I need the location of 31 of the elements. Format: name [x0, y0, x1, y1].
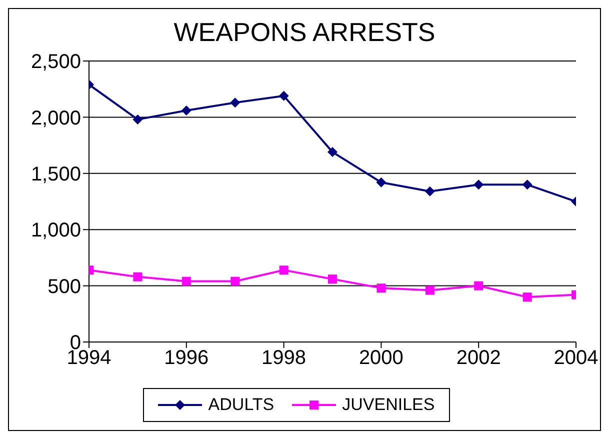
point — [328, 147, 338, 158]
y-tick-label: 1,000 — [30, 220, 81, 242]
point — [133, 272, 142, 282]
y-tick-label: 500 — [48, 276, 81, 298]
legend-label: ADULTS — [207, 395, 274, 415]
x-tick-label: 1998 — [262, 347, 306, 370]
point — [230, 98, 240, 108]
point — [182, 276, 191, 286]
x-tick-label: 1996 — [164, 347, 209, 370]
x-tick-label: 2004 — [554, 347, 598, 370]
point — [328, 274, 337, 284]
x-tick-label: 2000 — [358, 347, 404, 370]
point — [230, 276, 240, 286]
x-tick-label: 2002 — [456, 347, 501, 370]
y-tick-label: 1,500 — [30, 164, 81, 186]
y-tick-label: 2,500 — [30, 51, 81, 74]
point — [132, 114, 143, 124]
point — [424, 186, 435, 196]
point — [376, 177, 386, 188]
point — [474, 281, 484, 290]
point — [522, 180, 532, 190]
point — [279, 266, 288, 275]
legend-label: JUVENILES — [341, 395, 435, 415]
chart-title: WEAPONS ARRESTS — [172, 16, 436, 49]
point — [425, 286, 434, 295]
point — [522, 292, 532, 302]
point — [181, 105, 192, 116]
point — [376, 284, 386, 293]
y-tick-label: 2,000 — [30, 107, 81, 130]
point — [474, 180, 484, 190]
point — [278, 90, 289, 101]
